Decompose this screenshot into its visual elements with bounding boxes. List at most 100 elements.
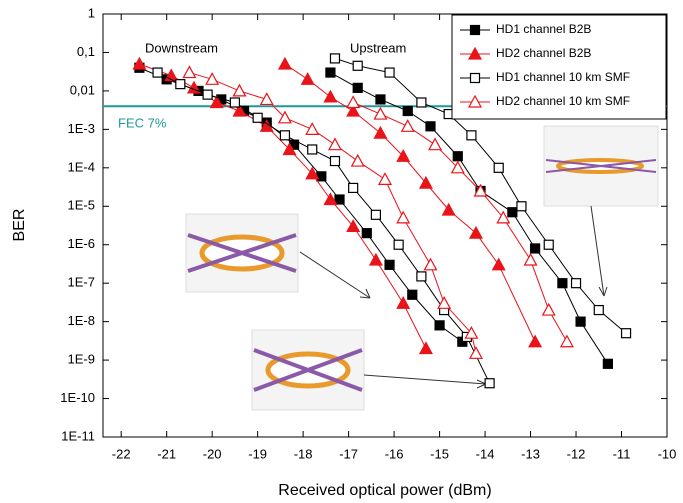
y-tick-label: 1E-3 bbox=[68, 121, 95, 136]
y-tick-label: 1 bbox=[88, 5, 95, 20]
x-tick-label: -20 bbox=[203, 446, 222, 461]
marker bbox=[467, 131, 476, 140]
marker bbox=[543, 304, 555, 315]
threshold-label: FEC 7% bbox=[118, 116, 167, 131]
x-tick-label: -17 bbox=[339, 446, 358, 461]
legend-marker bbox=[471, 74, 480, 83]
y-axis-label: BER bbox=[11, 209, 28, 242]
marker bbox=[561, 336, 573, 347]
marker bbox=[494, 163, 503, 172]
marker bbox=[394, 240, 403, 249]
marker bbox=[435, 321, 444, 330]
annotation: Downstream bbox=[145, 40, 218, 55]
marker bbox=[485, 379, 494, 388]
y-tick-label: 1E-11 bbox=[61, 428, 95, 443]
marker bbox=[308, 145, 317, 154]
eye-diagram bbox=[186, 214, 298, 292]
legend-label: HD1 channel B2B bbox=[496, 22, 591, 36]
marker bbox=[402, 120, 414, 131]
marker bbox=[385, 68, 394, 77]
x-tick-label: -12 bbox=[567, 446, 586, 461]
marker bbox=[424, 259, 436, 270]
y-tick-label: 0,01 bbox=[70, 82, 95, 97]
marker bbox=[330, 157, 339, 166]
marker bbox=[326, 68, 335, 77]
x-tick-label: -21 bbox=[157, 446, 176, 461]
y-tick-label: 1E-7 bbox=[68, 275, 95, 290]
marker bbox=[302, 73, 314, 84]
marker bbox=[347, 96, 359, 107]
marker bbox=[203, 90, 212, 99]
marker bbox=[183, 67, 195, 78]
legend-label: HD2 channel B2B bbox=[496, 46, 591, 60]
y-tick-label: 1E-4 bbox=[68, 159, 95, 174]
marker bbox=[376, 95, 385, 104]
marker bbox=[362, 229, 371, 238]
marker bbox=[329, 139, 341, 150]
marker bbox=[353, 83, 362, 92]
marker bbox=[403, 107, 412, 116]
marker bbox=[429, 139, 441, 150]
marker bbox=[371, 210, 380, 219]
marker bbox=[379, 173, 391, 184]
marker bbox=[374, 108, 386, 119]
x-tick-label: -22 bbox=[112, 446, 131, 461]
marker bbox=[426, 122, 435, 131]
marker bbox=[233, 85, 245, 96]
marker bbox=[206, 73, 218, 84]
marker bbox=[280, 131, 289, 140]
marker bbox=[408, 290, 417, 299]
marker bbox=[544, 240, 553, 249]
marker bbox=[453, 152, 462, 161]
x-tick-label: -13 bbox=[521, 446, 540, 461]
x-tick-label: -10 bbox=[658, 446, 677, 461]
marker bbox=[594, 306, 603, 315]
marker bbox=[353, 61, 362, 70]
marker bbox=[493, 259, 505, 270]
legend-marker bbox=[471, 26, 480, 35]
legend-label: HD2 channel 10 km SMF bbox=[496, 94, 630, 108]
marker bbox=[306, 123, 318, 134]
marker bbox=[374, 127, 386, 138]
x-axis-label: Received optical power (dBm) bbox=[278, 482, 491, 499]
annotation: Upstream bbox=[350, 40, 406, 55]
marker bbox=[352, 155, 364, 166]
marker bbox=[324, 91, 336, 102]
marker bbox=[529, 336, 541, 347]
marker bbox=[572, 279, 581, 288]
marker bbox=[370, 254, 382, 265]
marker bbox=[417, 272, 426, 281]
marker bbox=[508, 208, 517, 217]
x-tick-label: -16 bbox=[385, 446, 404, 461]
marker bbox=[470, 227, 482, 238]
marker bbox=[153, 68, 162, 77]
marker bbox=[531, 244, 540, 253]
marker bbox=[576, 317, 585, 326]
marker bbox=[330, 54, 339, 63]
chart: BER Received optical power (dBm) Downstr… bbox=[0, 0, 683, 503]
y-tick-label: 0,1 bbox=[77, 44, 95, 59]
y-tick-label: 1E-5 bbox=[68, 198, 95, 213]
marker bbox=[525, 254, 537, 265]
marker bbox=[335, 195, 344, 204]
eye-diagram bbox=[544, 126, 658, 206]
x-tick-label: -19 bbox=[248, 446, 267, 461]
y-tick-label: 1E-8 bbox=[68, 313, 95, 328]
marker bbox=[517, 202, 526, 211]
marker bbox=[261, 93, 273, 104]
marker bbox=[176, 80, 185, 89]
marker bbox=[317, 172, 326, 181]
marker bbox=[279, 58, 291, 69]
marker bbox=[603, 359, 612, 368]
y-tick-label: 1E-9 bbox=[68, 352, 95, 367]
x-tick-label: -15 bbox=[430, 446, 449, 461]
marker bbox=[397, 212, 409, 223]
marker bbox=[622, 329, 631, 338]
marker bbox=[420, 343, 432, 354]
y-tick-label: 1E-6 bbox=[68, 236, 95, 251]
x-tick-label: -18 bbox=[294, 446, 313, 461]
eye-diagram bbox=[252, 330, 364, 410]
marker bbox=[417, 98, 426, 107]
x-tick-label: -14 bbox=[476, 446, 495, 461]
